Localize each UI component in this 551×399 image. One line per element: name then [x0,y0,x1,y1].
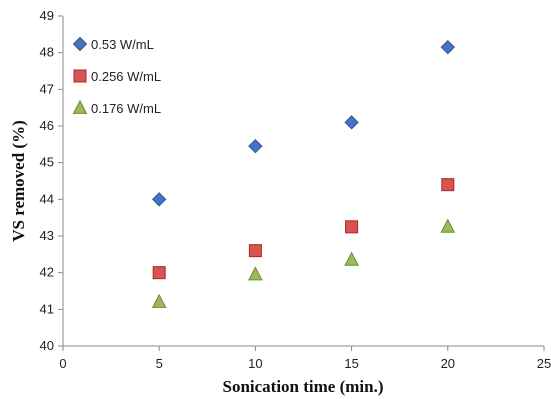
y-tick-label: 45 [40,155,54,170]
data-point-series-3 [344,251,359,266]
y-tick-label: 47 [40,81,54,96]
data-point-series-1 [248,138,263,154]
axes [62,16,544,347]
data-point-series-3 [248,266,263,281]
legend-marker-series-2 [73,69,87,83]
y-tick-label: 44 [40,191,54,206]
legend-marker-series-1 [72,36,88,52]
x-tick-label: 0 [59,356,66,371]
y-tick-label: 41 [40,301,54,316]
y-tick-label: 46 [40,118,54,133]
legend-marker-series-3 [72,99,88,114]
x-tick-label: 5 [156,356,163,371]
x-tick-label: 15 [344,356,358,371]
y-ticks: 40 41 42 43 44 45 46 47 48 49 [40,8,63,353]
y-axis-title: VS removed (%) [9,120,28,242]
legend-label-series-1: 0.53 W/mL [91,37,154,52]
x-ticks: 0 5 10 15 20 25 [59,346,551,371]
legend-label-series-2: 0.256 W/mL [91,69,161,84]
data-points [151,39,456,308]
data-point-series-2 [441,178,455,192]
data-point-series-2 [345,220,359,234]
y-tick-label: 40 [40,338,54,353]
x-tick-label: 25 [537,356,551,371]
y-tick-label: 43 [40,228,54,243]
x-axis-title: Sonication time (min.) [222,377,383,396]
data-point-series-3 [151,293,167,308]
data-point-series-2 [152,266,166,280]
x-tick-label: 10 [248,356,262,371]
y-tick-label: 48 [40,45,54,60]
data-point-series-1 [151,192,167,207]
data-point-series-2 [248,244,262,258]
legend: 0.53 W/mL 0.256 W/mL 0.176 W/mL [72,36,161,116]
y-tick-label: 42 [40,265,54,280]
legend-label-series-3: 0.176 W/mL [91,101,161,116]
x-tick-label: 20 [441,356,455,371]
y-tick-label: 49 [40,8,54,23]
data-point-series-1 [344,115,359,130]
data-point-series-1 [440,39,456,55]
data-point-series-3 [440,218,456,233]
